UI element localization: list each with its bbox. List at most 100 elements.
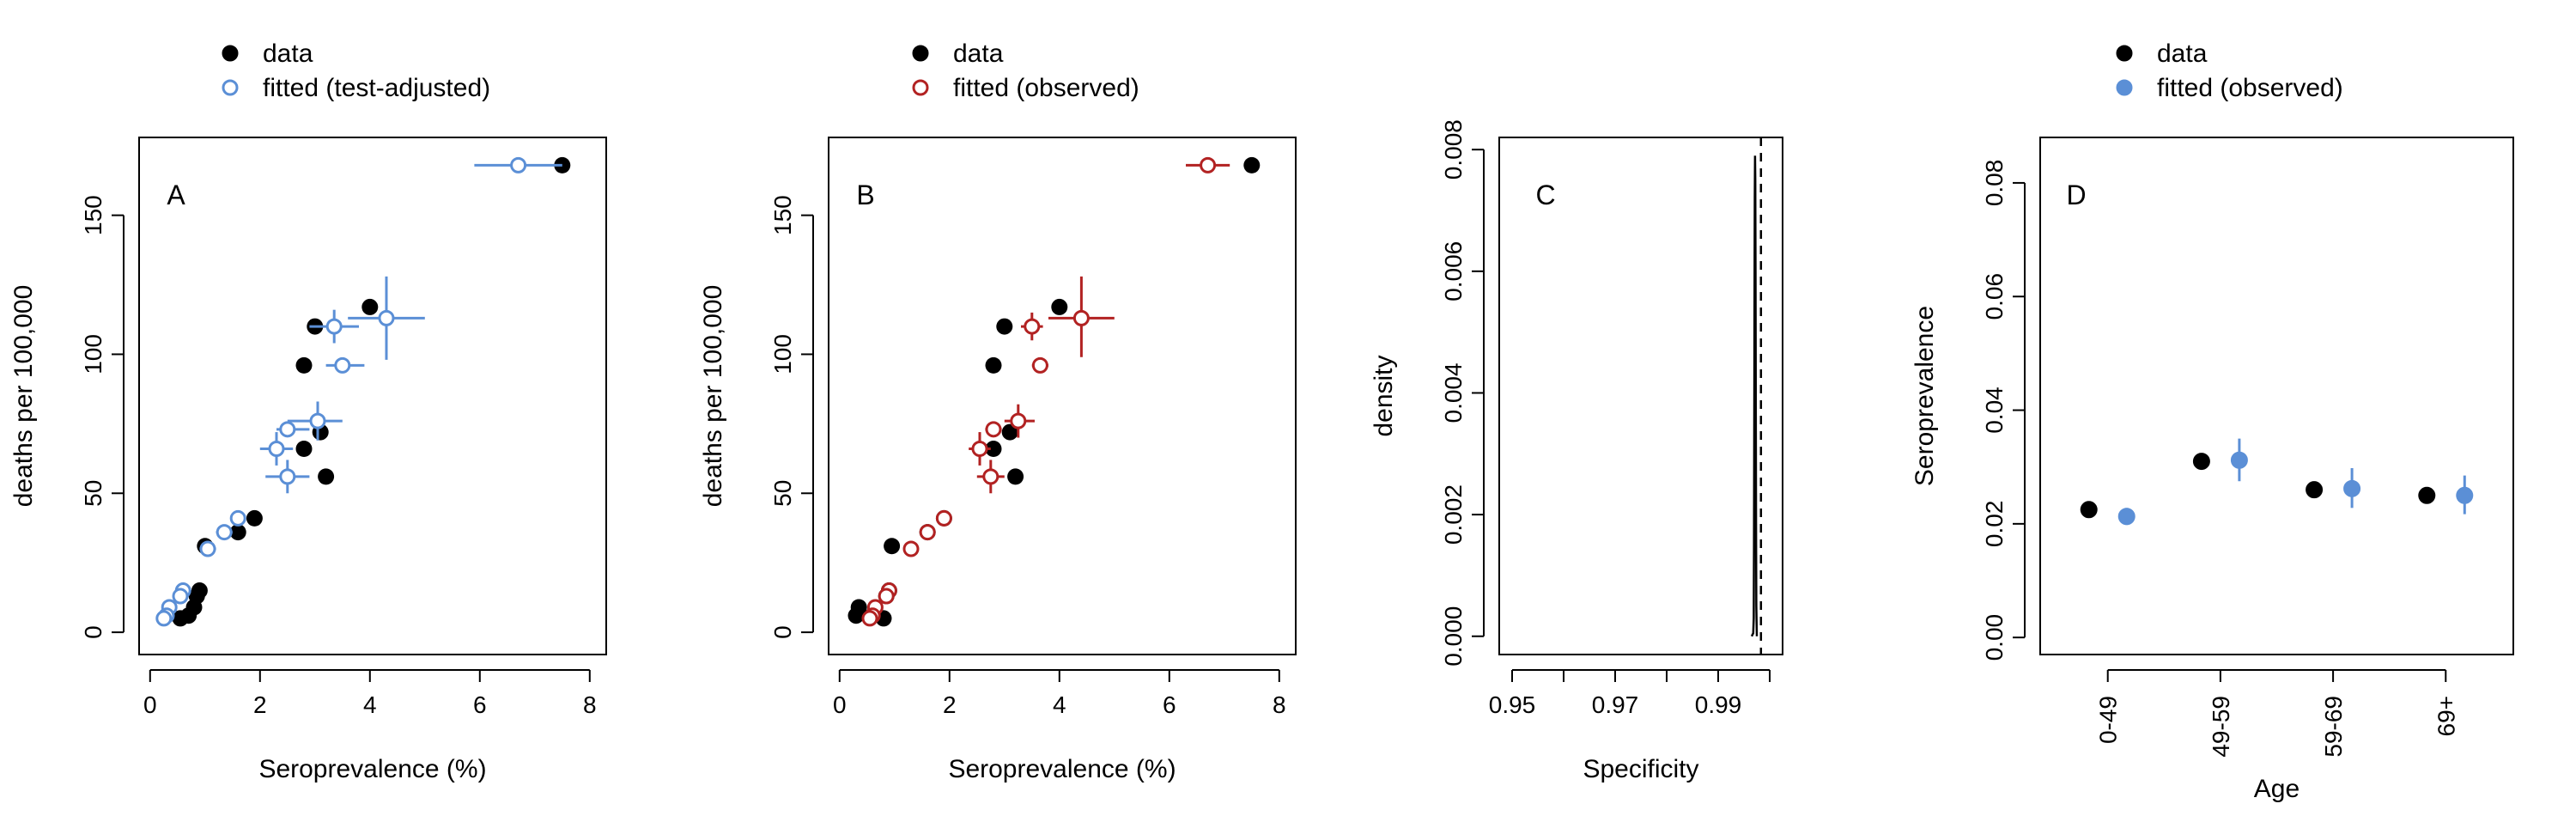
y-axis-title: Seroprevalence	[1911, 306, 1939, 486]
fitted-point	[172, 588, 189, 605]
x-tick-label: 6	[1163, 691, 1176, 718]
y-tick-label: 50	[769, 480, 796, 507]
x-tick-label: 8	[583, 691, 597, 718]
fitted-point	[971, 440, 988, 457]
legend-marker	[912, 45, 929, 62]
data-point	[1243, 156, 1261, 174]
data-point	[2306, 481, 2324, 499]
series-fitted-observed-	[861, 156, 1230, 627]
panel-letter: C	[1535, 180, 1555, 210]
series-data	[2080, 453, 2436, 519]
data-point	[1007, 468, 1024, 485]
series-fitted-observed-	[2117, 438, 2474, 526]
x-tick-label: 0	[143, 691, 157, 718]
x-tick-label: 2	[253, 691, 267, 718]
x-axis-title: Seroprevalence (%)	[948, 755, 1176, 783]
plot-frame	[2039, 137, 2514, 655]
fitted-point	[902, 540, 920, 557]
y-tick-label: 0.00	[1981, 614, 2008, 661]
x-tick-label: 0	[833, 691, 847, 718]
fitted-point	[309, 412, 326, 429]
data-point	[295, 440, 313, 457]
fitted-point	[1024, 318, 1041, 335]
y-tick-label: 0.02	[1981, 501, 2008, 548]
fitted-point	[935, 509, 952, 527]
y-axis-title: deaths per 100,000	[9, 285, 38, 508]
data-point	[1051, 298, 1068, 315]
fitted-point	[229, 509, 246, 527]
x-tick-label: 69+	[2433, 696, 2459, 737]
data-point	[1001, 423, 1018, 441]
panel-A: A 0 50 100 150 0 2 4 6 8 Seroprevalence (%) deaths …	[9, 40, 607, 783]
data-point	[172, 610, 189, 627]
data-point	[996, 318, 1013, 335]
x-axis-title: Age	[2254, 775, 2300, 803]
data-point	[246, 509, 263, 527]
data-point	[985, 356, 1002, 374]
x-axis-title: Specificity	[1583, 755, 1698, 783]
panel-C: C 0.000 0.002 0.004 0.006 0.008 0.95 0.97 0.99 Sp…	[1370, 119, 1783, 783]
y-tick-label: 50	[80, 480, 106, 507]
fitted-point	[216, 524, 233, 541]
panel-letter: A	[167, 180, 185, 210]
x-tick-label: 0.95	[1489, 691, 1536, 718]
x-tick-label: 0.99	[1695, 691, 1742, 718]
data-point	[361, 298, 379, 315]
legend-marker	[2116, 45, 2133, 62]
y-tick-label: 0	[80, 625, 106, 639]
x-tick-label: 4	[363, 691, 377, 718]
y-tick-label: 0.006	[1440, 241, 1467, 301]
data-point	[295, 356, 313, 374]
fitted-point	[1010, 412, 1027, 429]
x-tick-label: 6	[473, 691, 487, 718]
data-point	[2192, 453, 2210, 471]
x-tick-label: 0.97	[1592, 691, 1639, 718]
legend-marker	[912, 79, 929, 96]
y-tick-label: 0.002	[1440, 484, 1467, 545]
fitted-point	[1200, 156, 1217, 174]
fitted-point	[199, 540, 216, 557]
legend-label: data	[2157, 40, 2208, 68]
y-tick-label: 0.06	[1981, 273, 2008, 320]
fitted-point	[279, 421, 296, 438]
y-axis-title: deaths per 100,000	[699, 285, 727, 508]
y-tick-label: 150	[80, 195, 106, 235]
x-axis-title: Seroprevalence (%)	[258, 755, 486, 783]
legend-label: fitted (observed)	[2157, 74, 2343, 102]
y-tick-label: 100	[769, 334, 796, 375]
x-tick-label: 0-49	[2095, 696, 2122, 744]
series-density	[1750, 155, 1759, 637]
fitted-point	[861, 610, 878, 627]
data-point	[848, 607, 865, 624]
data-point	[884, 538, 901, 555]
x-tick-label: 4	[1053, 691, 1066, 718]
y-tick-label: 0	[769, 625, 796, 639]
fitted-point	[985, 421, 1002, 438]
y-axis-title: density	[1370, 355, 1398, 436]
panel-letter: B	[856, 180, 874, 210]
fitted-point	[334, 356, 351, 374]
fitted-point	[1031, 356, 1048, 374]
density-curve	[1750, 155, 1759, 637]
data-point	[229, 524, 246, 541]
legend-label: fitted (test-adjusted)	[263, 74, 490, 102]
legend-label: data	[953, 40, 1004, 68]
y-tick-label: 0.004	[1440, 362, 1467, 423]
fitted-point	[325, 318, 343, 335]
fitted-point	[982, 468, 999, 485]
panel-letter: D	[2066, 180, 2086, 210]
legend-marker	[222, 45, 239, 62]
panel-D: D 0.00 0.02 0.04 0.06 0.08 0-49 49-59 59-69 69+ Ag…	[1911, 40, 2514, 803]
plot-frame	[828, 137, 1297, 655]
x-tick-label: 8	[1273, 691, 1286, 718]
series-data	[172, 156, 571, 627]
fitted-point	[878, 588, 895, 605]
y-tick-label: 150	[769, 195, 796, 235]
y-tick-label: 0.04	[1981, 387, 2008, 434]
data-point	[985, 440, 1002, 457]
legend-label: data	[263, 40, 313, 68]
x-tick-label: 2	[943, 691, 957, 718]
legend-marker	[2116, 79, 2133, 96]
fitted-point	[1072, 309, 1090, 326]
fitted-point	[378, 309, 395, 326]
